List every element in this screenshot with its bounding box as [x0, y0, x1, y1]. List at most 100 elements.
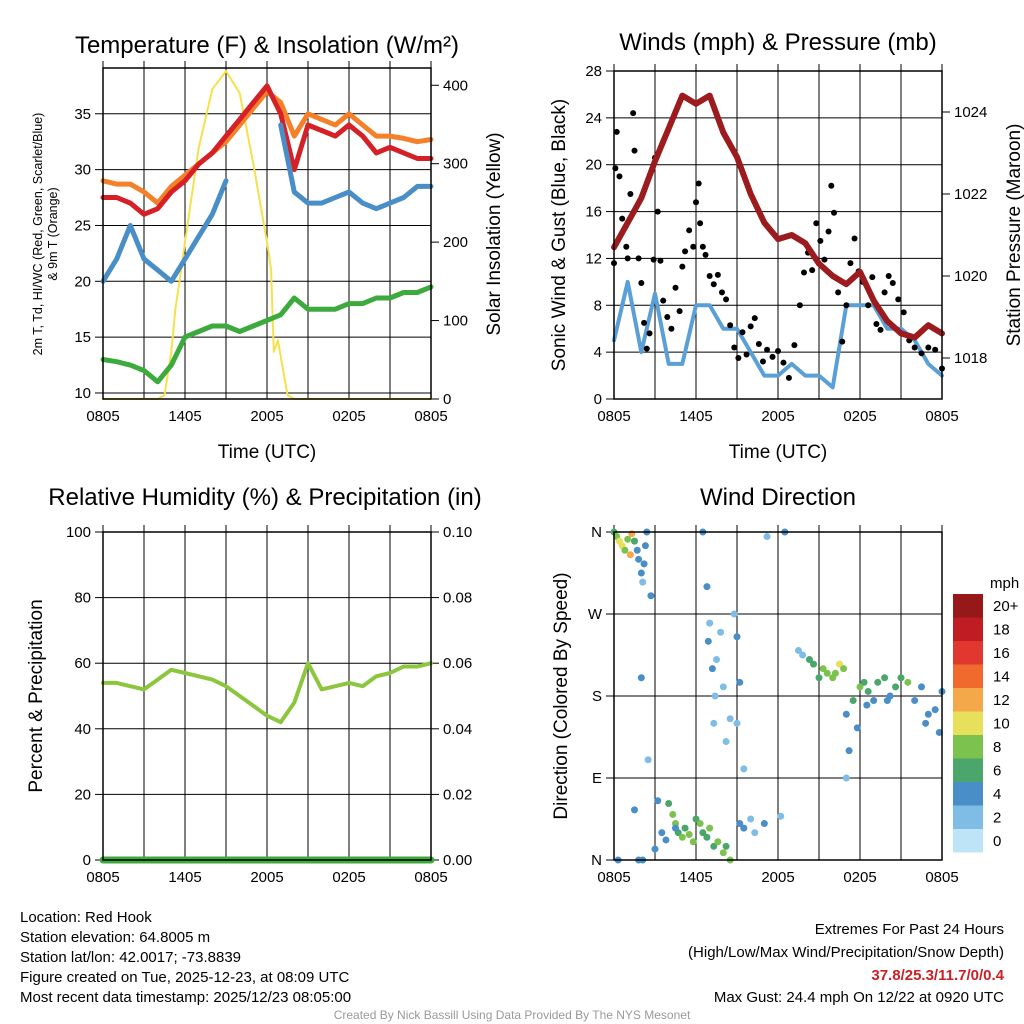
gust-point: [839, 338, 846, 345]
wind-direction-point: [874, 678, 882, 686]
gust-point: [813, 220, 820, 227]
max-gust-text: Max Gust: 24.4 mph On 12/22 at 0920 UTC: [714, 989, 1004, 1006]
gust-point: [650, 256, 657, 263]
wind-direction-point: [621, 546, 629, 554]
sonic-wind-line: [612, 279, 944, 390]
gust-point: [869, 274, 876, 281]
gust-point: [828, 182, 835, 189]
wind-direction-point: [637, 569, 645, 577]
plot-frame: [613, 531, 943, 861]
y-tick-label: 10: [74, 385, 91, 402]
temperature-y-label: 2m T, Td, HI/WC (Red, Green, Scarlet/Blu…: [31, 113, 45, 356]
direction-chart-title: Wind Direction: [700, 484, 856, 511]
gust-point: [641, 319, 648, 326]
x-tick-label: 0805: [925, 869, 958, 886]
gust-point: [710, 281, 717, 288]
gust-point: [817, 237, 824, 244]
wind-direction-point: [706, 824, 714, 832]
y2-tick-label: 0: [443, 391, 451, 408]
gust-point: [693, 199, 699, 206]
wind-direction-point: [678, 833, 686, 841]
gust-point: [739, 329, 746, 336]
gust-point: [714, 271, 721, 278]
wind-direction-point: [639, 578, 647, 586]
gust-point: [835, 289, 842, 296]
wind-direction-point: [733, 633, 741, 641]
gust-point: [682, 248, 689, 255]
wind-direction-point: [626, 551, 634, 559]
x-tick-label: 0805: [414, 408, 447, 425]
x-tick-label: 2005: [250, 869, 283, 886]
y2-tick-label: 0.02: [443, 786, 472, 803]
y-tick-label: 12: [585, 250, 602, 267]
temperature-y2-label: Solar Insolation (Yellow): [484, 132, 505, 335]
wind-direction-point: [840, 665, 848, 673]
y-tick-label: 30: [74, 162, 91, 179]
gust-point: [735, 355, 742, 361]
wind-direction-point: [726, 715, 734, 723]
gust-point: [676, 308, 683, 315]
wind-direction-point: [685, 830, 693, 838]
wind-direction-point: [918, 683, 925, 691]
direction-y-label: Direction (Colored By Speed): [551, 572, 572, 819]
y-tick-label: 24: [585, 110, 602, 127]
wind-direction-point: [870, 697, 878, 705]
y-tick-label: S: [592, 688, 602, 705]
plot-frame: [613, 70, 943, 400]
wind-direction-point: [853, 724, 861, 732]
legend-swatch: [953, 641, 983, 665]
gust-point: [706, 273, 713, 279]
y-tick-label: W: [588, 606, 603, 623]
wind-direction-point: [897, 674, 905, 682]
gust-point: [759, 358, 766, 365]
wind-direction-point: [704, 637, 712, 645]
gust-point: [657, 257, 664, 264]
wind-direction-point: [736, 678, 744, 686]
y-tick-label: 0: [594, 391, 602, 408]
created-text: Figure created on Tue, 2025-12-23, at 08…: [20, 969, 350, 986]
extremes-subtitle: (High/Low/Max Wind/Precipitation/Snow De…: [688, 944, 1004, 961]
gust-point: [699, 243, 706, 250]
wind-direction-point: [819, 665, 827, 673]
recent-data-text: Most recent data timestamp: 2025/12/23 0…: [20, 989, 351, 1006]
wind-direction-point: [710, 719, 718, 727]
x-tick-label: 2005: [761, 408, 794, 425]
x-tick-label: 1405: [168, 869, 201, 886]
y-tick-label: 8: [594, 297, 602, 314]
gust-point: [635, 255, 642, 262]
y2-tick-label: 200: [443, 234, 468, 251]
legend-label: 12: [993, 692, 1010, 709]
wind-direction-point: [631, 537, 638, 545]
x-tick-label: 0205: [332, 408, 365, 425]
wind-direction-point: [713, 656, 720, 664]
winds-chart-title: Winds (mph) & Pressure (mb): [619, 29, 936, 56]
legend-label: 6: [993, 763, 1001, 780]
legend-label: 8: [993, 739, 1001, 756]
gust-point: [613, 128, 620, 135]
gust-point: [616, 173, 623, 180]
wind-direction-point: [860, 678, 868, 686]
y2-tick-label: 1022: [954, 186, 987, 203]
y2-tick-label: 300: [443, 156, 468, 173]
gust-point: [731, 344, 738, 351]
elevation-text: Station elevation: 64.8005 m: [20, 929, 210, 946]
y-tick-label: 60: [74, 655, 91, 672]
wind-direction-point: [719, 683, 727, 691]
legend-swatch: [953, 758, 983, 782]
gust-point: [895, 296, 902, 303]
x-tick-label: 0205: [332, 869, 365, 886]
wind-direction-point: [717, 628, 725, 636]
gust-point: [702, 251, 709, 258]
winds-y2-label: Station Pressure (Maroon): [1004, 124, 1024, 347]
wind-direction-point: [640, 560, 648, 568]
gust-point: [764, 346, 771, 353]
gust-point: [654, 208, 661, 215]
gust-point: [865, 302, 872, 309]
wind-direction-point: [641, 542, 649, 550]
insolation-line: [102, 70, 432, 400]
legend-label: 2: [993, 810, 1001, 827]
temperature-chart: 10 15 20 25 30 35 0 100 200 300 400 0805 1405 2005 020…: [74, 61, 468, 425]
gust-point: [686, 227, 693, 234]
wind-direction-point: [722, 738, 730, 746]
y-tick-label: 20: [74, 273, 91, 290]
